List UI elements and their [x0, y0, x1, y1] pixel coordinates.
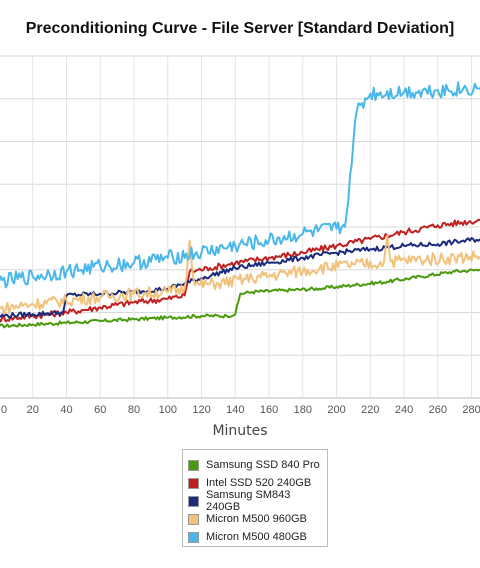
- legend-label: Micron M500 480GB: [206, 531, 307, 543]
- x-tick-label: 80: [128, 404, 140, 416]
- x-tick-label: 260: [429, 404, 447, 416]
- legend-item: Intel SSD 520 240GB: [188, 474, 327, 492]
- legend-item: Micron M500 960GB: [188, 510, 327, 528]
- series-layer: [0, 81, 480, 329]
- series-line: [0, 81, 480, 289]
- x-tick-label: 180: [294, 404, 312, 416]
- x-tick-label: 0: [1, 404, 7, 416]
- legend-label: Micron M500 960GB: [206, 513, 307, 525]
- x-tick-label: 20: [27, 404, 39, 416]
- x-axis-label: Minutes: [212, 423, 268, 439]
- series-line: [0, 218, 480, 323]
- legend-item: Micron M500 480GB: [188, 528, 327, 546]
- legend-swatch: [188, 531, 199, 543]
- line-chart: 0 20 40 60 80 100 120 140 160 180 200 220 240 260 280: [0, 55, 480, 416]
- x-tick-label: 160: [260, 404, 278, 416]
- grid: [0, 55, 480, 399]
- x-tick-label: 140: [226, 404, 244, 416]
- legend-label: Intel SSD 520 240GB: [206, 477, 312, 489]
- x-tick-labels: 0 20 40 60 80 100 120 140 160 180 200 220 240 260 280: [1, 404, 480, 416]
- legend-swatch: [188, 477, 199, 489]
- legend-label: Samsung SSD 840 Pro: [206, 459, 320, 471]
- x-tick-label: 200: [327, 404, 345, 416]
- chart-title: Preconditioning Curve - File Server [Sta…: [25, 20, 455, 37]
- x-tick-label: 280: [462, 404, 480, 416]
- x-tick-label: 100: [159, 404, 177, 416]
- legend-swatch: [188, 459, 199, 471]
- legend-item: Samsung SM843 240GB: [188, 489, 327, 513]
- legend-label: Samsung SM843 240GB: [205, 489, 291, 513]
- x-tick-label: 60: [94, 404, 106, 416]
- legend: Samsung SSD 840 Pro Intel SSD 520 240GB …: [182, 449, 328, 547]
- series-line: [0, 237, 480, 319]
- series-line: [0, 234, 480, 315]
- x-tick-label: 240: [395, 404, 413, 416]
- legend-swatch: [188, 513, 199, 525]
- x-tick-label: 40: [60, 404, 72, 416]
- legend-item: Samsung SSD 840 Pro: [188, 456, 327, 474]
- x-tick-label: 220: [361, 404, 379, 416]
- legend-swatch: [188, 495, 199, 507]
- series-line: [0, 268, 480, 329]
- x-tick-label: 120: [192, 404, 210, 416]
